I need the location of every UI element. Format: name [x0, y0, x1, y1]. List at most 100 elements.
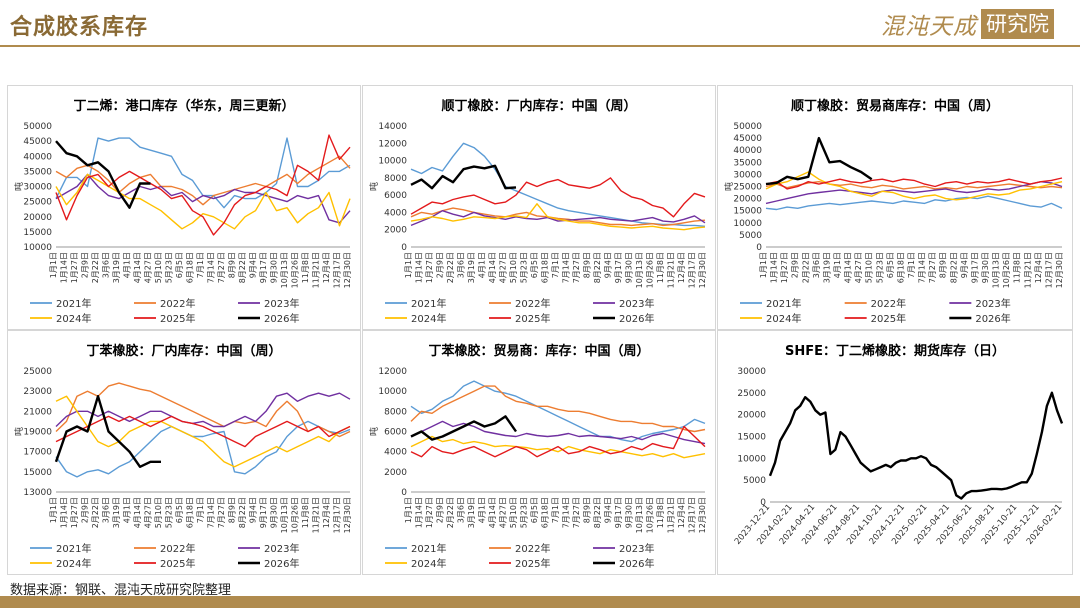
legend-label: 2022年 [871, 297, 906, 310]
legend-label: 2021年 [411, 542, 446, 555]
y-tick-label: 0 [401, 488, 407, 498]
chart-svg: 顺丁橡胶：厂内库存：中国（周） 14000 12000 10000 8000 6000 40… [368, 98, 707, 325]
chart-shfe-futures-inventory: SHFE：丁二烯橡胶：期货库存（日） 30000 25000 20000 15000 10… [717, 330, 1073, 575]
x-tick-label: 9月30日 [981, 252, 990, 283]
x-tick-label: 12月17日 [688, 252, 697, 288]
x-tick-label: 3月19日 [822, 252, 831, 283]
y-tick-label: 13000 [23, 488, 52, 498]
x-tick-label: 6月18日 [896, 252, 905, 283]
series-line-2026 [765, 136, 873, 186]
y-tick-label: 14000 [378, 122, 407, 132]
series-line-2021 [410, 380, 706, 443]
x-tick-label: 12月17日 [1044, 252, 1053, 288]
y-tick-label: 30000 [23, 183, 52, 193]
series-line-2023 [55, 392, 351, 428]
x-tick-label: 3月19日 [112, 252, 121, 283]
x-tick-label: 9月17日 [614, 252, 623, 283]
x-tick-label: 9月17日 [259, 497, 268, 528]
x-tick-label: 4月1日 [123, 497, 132, 523]
x-tick-label: 11月8日 [1013, 252, 1022, 283]
x-tick-label: 6月5日 [175, 497, 184, 523]
x-tick-label: 4月27日 [854, 252, 863, 283]
chart-svg: 丁苯橡胶：贸易商：库存：中国（周） 12000 10000 8000 6000 4000 2… [368, 343, 707, 570]
x-tick-label: 4月1日 [478, 497, 487, 523]
x-tick-label: 2月9日 [791, 252, 800, 278]
legend-item: 2023年 [593, 297, 654, 310]
y-tick-label: 25000 [23, 367, 52, 377]
series-line-2023 [410, 209, 706, 227]
x-tick-label: 1月1日 [759, 252, 768, 278]
x-tick-label: 11月21日 [312, 252, 321, 288]
legend-item: 2025年 [489, 312, 550, 325]
legend-item: 2025年 [844, 312, 906, 325]
legend-item: 2024年 [30, 557, 91, 570]
legend-label: 2024年 [411, 312, 446, 325]
series-line-2022 [55, 155, 351, 206]
legend-label: 2022年 [160, 297, 195, 310]
series-line-2022 [765, 180, 1063, 190]
x-tick-label: 1月14日 [770, 252, 779, 283]
x-tick-label: 3月6日 [102, 497, 111, 523]
legend-label: 2025年 [160, 557, 195, 570]
y-tick-label: 35000 [23, 167, 52, 177]
legend-label: 2021年 [56, 542, 91, 555]
legend-item: 2022年 [134, 297, 195, 310]
y-tick-label: 8000 [384, 174, 407, 184]
source-note: 数据来源：钢联、混沌天成研究院整理 [10, 583, 232, 598]
x-tick-label: 10月13日 [280, 497, 289, 533]
chart-svg: SHFE：丁二烯橡胶：期货库存（日） 30000 25000 20000 15000 10… [733, 343, 1064, 547]
x-tick-label: 12月30日 [1055, 252, 1064, 288]
x-tick-label: 1月1日 [404, 252, 413, 278]
y-tick-label: 50000 [733, 122, 762, 132]
company-logo: 混沌天成 研究院 [881, 8, 1054, 40]
y-tick-label: 20000 [23, 213, 52, 223]
legend-item: 2023年 [238, 542, 299, 555]
x-tick-label: 12月17日 [333, 252, 342, 288]
legend-item: 2022年 [844, 297, 906, 310]
legend-item: 2022年 [489, 297, 550, 310]
x-tick-label: 4月1日 [478, 252, 487, 278]
legend-label: 2022年 [515, 542, 550, 555]
x-tick-label: 5月23日 [875, 252, 884, 283]
legend-item: 2022年 [134, 542, 195, 555]
x-tick-label: 7月27日 [572, 497, 581, 528]
legend-item: 2024年 [385, 557, 446, 570]
y-tick-label: 30000 [737, 367, 766, 377]
x-tick-label: 5月23日 [520, 252, 529, 283]
chart-title: 丁苯橡胶：厂内库存：中国（周） [86, 343, 281, 359]
series-line-2026 [55, 140, 151, 209]
legend-label: 2025年 [515, 312, 550, 325]
y-tick-label: 15000 [737, 433, 766, 443]
y-tick-label: 5000 [743, 476, 766, 486]
x-tick-label: 3月19日 [112, 497, 121, 528]
legend-item: 2021年 [30, 297, 91, 310]
legend-label: 2022年 [515, 297, 550, 310]
y-tick-label: 17000 [23, 448, 52, 458]
y-tick-label: 2000 [384, 226, 407, 236]
y-tick-label: 10000 [23, 243, 52, 253]
legend-item: 2023年 [593, 542, 654, 555]
y-tick-label: 35000 [733, 158, 762, 168]
y-tick-label: 6000 [384, 191, 407, 201]
y-axis-label: 吨 [368, 182, 380, 191]
chart-title: 丁二烯：港口库存（华东，周三更新） [73, 98, 294, 114]
series-line-2021 [410, 142, 706, 227]
x-tick-label: 5月23日 [520, 497, 529, 528]
x-tick-label: 7月14日 [562, 252, 571, 283]
x-tick-label: 10月13日 [280, 252, 289, 288]
x-tick-label: 10月13日 [992, 252, 1001, 288]
x-tick-label: 7月1日 [551, 252, 560, 278]
x-tick-label: 12月30日 [698, 252, 707, 288]
chart-sbr-trader-inventory: 丁苯橡胶：贸易商：库存：中国（周） 12000 10000 8000 6000 4000 2… [362, 330, 716, 575]
series-line-2024 [55, 173, 351, 230]
x-tick-label: 8月22日 [238, 252, 247, 283]
series-line-2023 [765, 180, 1063, 205]
x-tick-label: 1月1日 [49, 497, 58, 523]
x-tick-label: 3月6日 [457, 252, 466, 278]
series-line-futures [768, 391, 1064, 500]
y-tick-label: 20000 [733, 195, 762, 205]
x-tick-label: 7月27日 [572, 252, 581, 283]
legend-label: 2026年 [975, 312, 1010, 325]
series-line-2025 [410, 177, 706, 218]
x-tick-label: 4月14日 [133, 252, 142, 283]
